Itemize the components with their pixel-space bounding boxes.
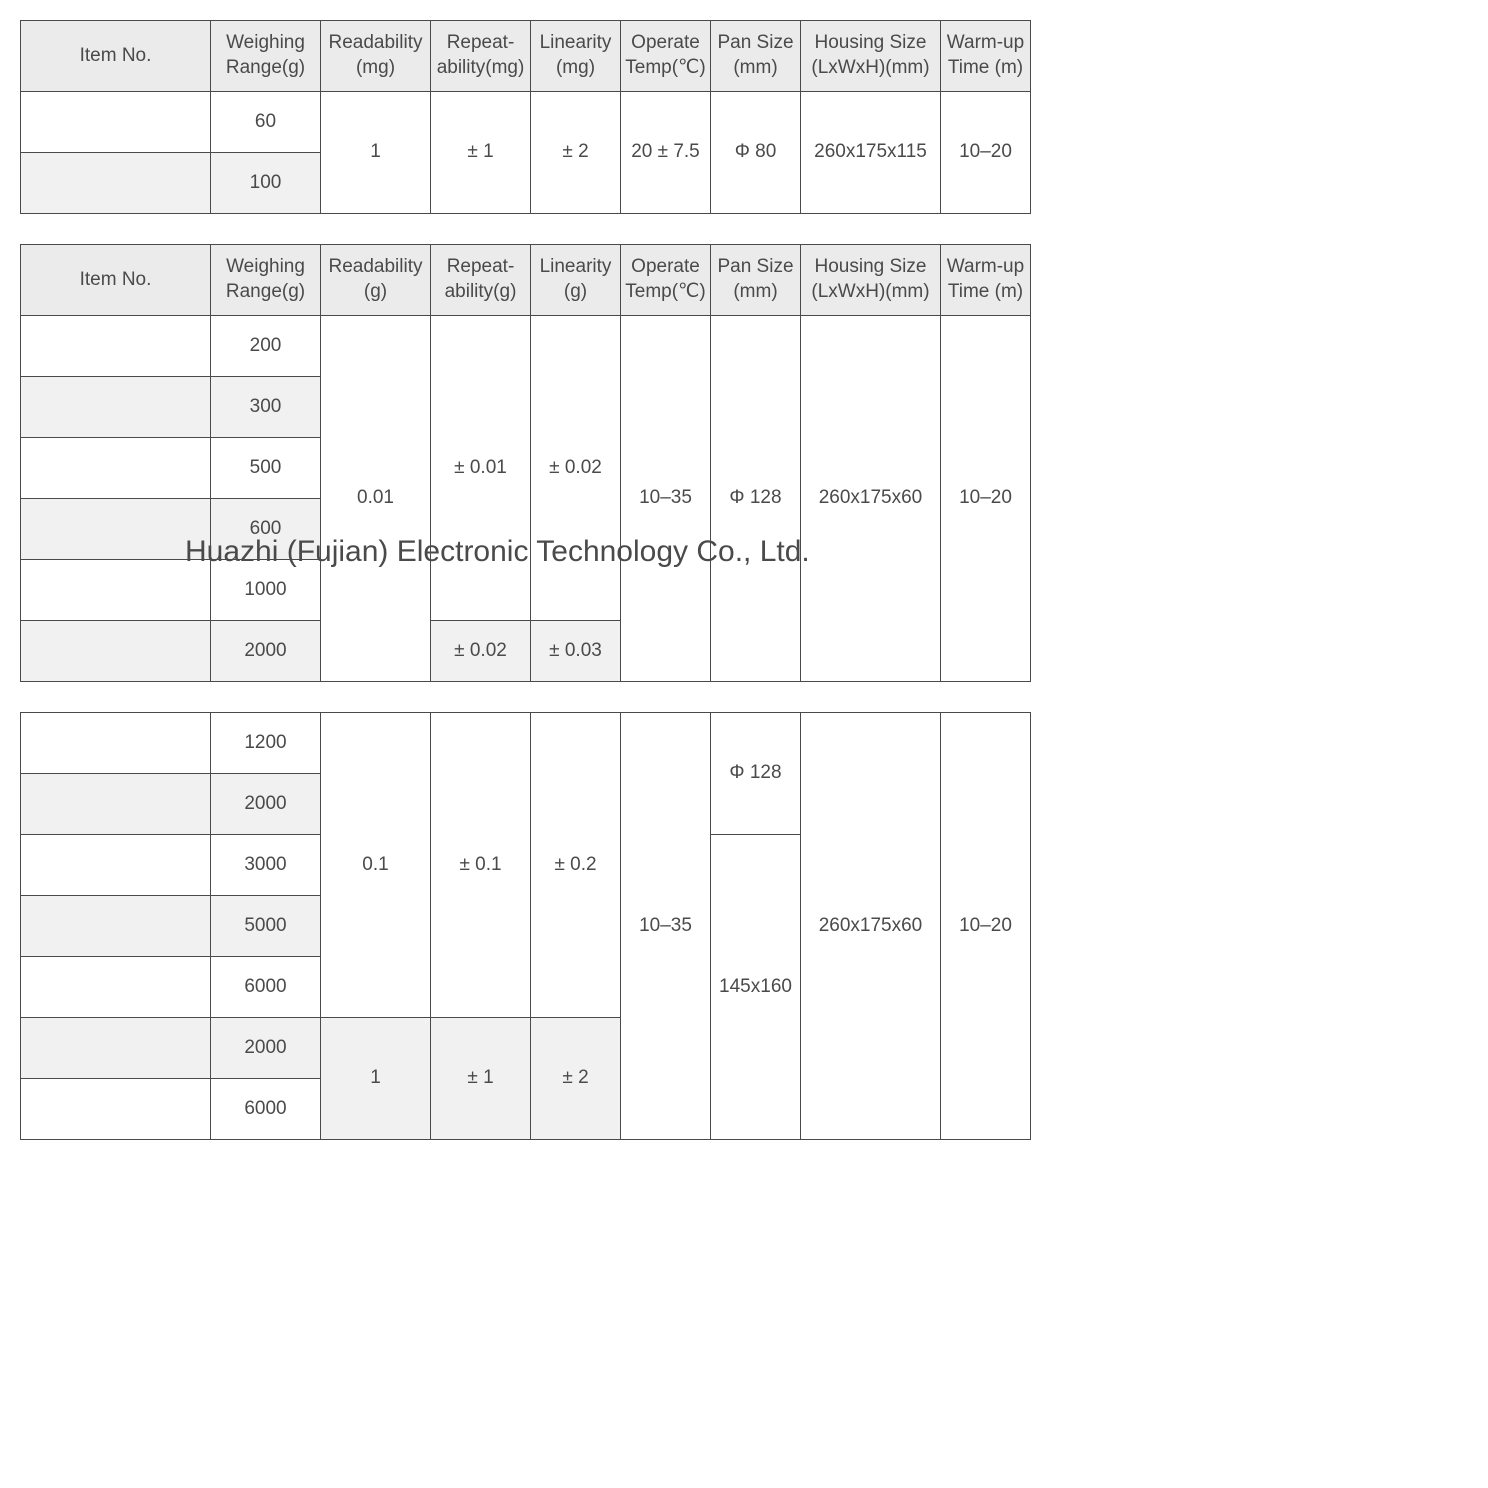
col-pansize: Pan Size (mm) [711,245,801,316]
cell-wr: 600 [211,499,321,560]
cell-item [21,957,211,1018]
col-repeat: Repeat-ability(g) [431,245,531,316]
cell-housing: 260x175x115 [801,92,941,214]
cell-optemp: 10–35 [621,316,711,682]
cell-item [21,499,211,560]
cell-wr: 6000 [211,957,321,1018]
cell-repeat: ± 0.02 [431,621,531,682]
col-housing: Housing Size (LxWxH)(mm) [801,245,941,316]
col-optemp: Operate Temp(℃) [621,21,711,92]
cell-item [21,713,211,774]
col-weighing: Weighing Range(g) [211,21,321,92]
cell-readability: 1 [321,1018,431,1140]
col-repeat: Repeat-ability(mg) [431,21,531,92]
cell-pansize: 145x160 [711,835,801,1140]
cell-wr: 2000 [211,774,321,835]
spec-table-1: Item No. Weighing Range(g) Readability (… [20,20,1031,214]
cell-warmup: 10–20 [941,316,1031,682]
table-header-row: Item No. Weighing Range(g) Readability (… [21,21,1031,92]
cell-wr: 6000 [211,1079,321,1140]
cell-item [21,92,211,153]
col-readability: Readability (mg) [321,21,431,92]
col-linearity: Linearity (g) [531,245,621,316]
cell-item [21,153,211,214]
cell-wr: 1000 [211,560,321,621]
col-linearity: Linearity (mg) [531,21,621,92]
cell-pansize: Φ 80 [711,92,801,214]
cell-wr: 60 [211,92,321,153]
cell-item [21,377,211,438]
cell-item [21,835,211,896]
cell-item [21,316,211,377]
col-weighing: Weighing Range(g) [211,245,321,316]
cell-wr: 1200 [211,713,321,774]
col-housing: Housing Size (LxWxH)(mm) [801,21,941,92]
col-warmup: Warm-up Time (m) [941,21,1031,92]
spec-table-2: Item No. Weighing Range(g) Readability (… [20,244,1031,682]
cell-housing: 260x175x60 [801,316,941,682]
cell-item [21,1079,211,1140]
cell-linearity: ± 0.02 [531,316,621,621]
cell-optemp: 10–35 [621,713,711,1140]
cell-repeat: ± 1 [431,92,531,214]
spec-table-3: 1200 0.1 ± 0.1 ± 0.2 10–35 Φ 128 260x175… [20,712,1031,1140]
cell-wr: 100 [211,153,321,214]
cell-item [21,774,211,835]
cell-item [21,438,211,499]
table-row: 200 0.01 ± 0.01 ± 0.02 10–35 Φ 128 260x1… [21,316,1031,377]
cell-readability: 1 [321,92,431,214]
cell-item [21,1018,211,1079]
cell-readability: 0.01 [321,316,431,682]
cell-optemp: 20 ± 7.5 [621,92,711,214]
col-item: Item No. [21,21,211,92]
col-optemp: Operate Temp(℃) [621,245,711,316]
cell-warmup: 10–20 [941,92,1031,214]
cell-repeat: ± 0.01 [431,316,531,621]
col-readability: Readability (g) [321,245,431,316]
table-row: 1200 0.1 ± 0.1 ± 0.2 10–35 Φ 128 260x175… [21,713,1031,774]
col-item: Item No. [21,245,211,316]
cell-wr: 3000 [211,835,321,896]
table-header-row: Item No. Weighing Range(g) Readability (… [21,245,1031,316]
col-pansize: Pan Size (mm) [711,21,801,92]
cell-wr: 500 [211,438,321,499]
col-warmup: Warm-up Time (m) [941,245,1031,316]
cell-wr: 300 [211,377,321,438]
cell-housing: 260x175x60 [801,713,941,1140]
cell-wr: 200 [211,316,321,377]
cell-repeat: ± 0.1 [431,713,531,1018]
cell-pansize: Φ 128 [711,316,801,682]
cell-readability: 0.1 [321,713,431,1018]
cell-linearity: ± 2 [531,92,621,214]
cell-linearity: ± 2 [531,1018,621,1140]
cell-linearity: ± 0.2 [531,713,621,1018]
table-row: 60 1 ± 1 ± 2 20 ± 7.5 Φ 80 260x175x115 1… [21,92,1031,153]
cell-pansize: Φ 128 [711,713,801,835]
cell-warmup: 10–20 [941,713,1031,1140]
cell-wr: 2000 [211,621,321,682]
cell-item [21,560,211,621]
cell-item [21,621,211,682]
cell-wr: 5000 [211,896,321,957]
cell-wr: 2000 [211,1018,321,1079]
cell-linearity: ± 0.03 [531,621,621,682]
cell-item [21,896,211,957]
cell-repeat: ± 1 [431,1018,531,1140]
